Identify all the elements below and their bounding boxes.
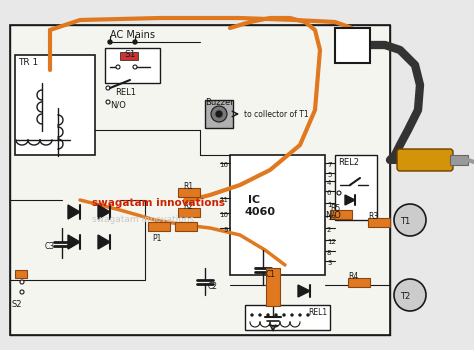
Bar <box>175 222 197 231</box>
Bar <box>178 188 200 197</box>
Text: IC: IC <box>248 195 260 205</box>
Circle shape <box>211 106 227 122</box>
Text: S2: S2 <box>12 300 22 309</box>
Text: R2: R2 <box>183 202 193 211</box>
Text: 16: 16 <box>219 162 228 168</box>
Text: 4: 4 <box>327 180 331 186</box>
Bar <box>450 155 468 165</box>
Text: 2: 2 <box>327 227 331 233</box>
Text: C2: C2 <box>208 282 218 291</box>
Text: swagatam innovations: swagatam innovations <box>92 198 225 208</box>
Text: R3: R3 <box>368 212 378 221</box>
Text: REL2: REL2 <box>338 158 359 167</box>
Circle shape <box>116 65 120 69</box>
Bar <box>245 305 330 330</box>
Circle shape <box>259 314 261 316</box>
Text: 10: 10 <box>219 212 228 218</box>
Text: 11: 11 <box>219 197 228 203</box>
Bar <box>15 55 95 155</box>
Bar <box>205 100 233 128</box>
Text: 4060: 4060 <box>245 207 276 217</box>
Circle shape <box>394 279 426 311</box>
Text: R4: R4 <box>348 272 358 281</box>
Text: C1: C1 <box>266 270 276 279</box>
Bar <box>10 25 390 335</box>
Text: REL1: REL1 <box>115 88 136 97</box>
Circle shape <box>20 290 24 294</box>
Circle shape <box>133 65 137 69</box>
Text: C3: C3 <box>45 242 55 251</box>
Circle shape <box>394 204 426 236</box>
Polygon shape <box>68 205 80 219</box>
Bar <box>335 28 370 63</box>
Bar <box>368 218 390 227</box>
Circle shape <box>267 314 269 316</box>
Text: to collector of T1: to collector of T1 <box>244 110 309 119</box>
Polygon shape <box>98 235 110 249</box>
Text: R1: R1 <box>183 182 193 191</box>
Text: S1: S1 <box>124 50 136 59</box>
Polygon shape <box>345 195 355 205</box>
Bar <box>335 155 377 220</box>
Text: AC Mains: AC Mains <box>110 30 155 40</box>
Text: 13: 13 <box>327 215 336 221</box>
FancyBboxPatch shape <box>397 149 453 171</box>
Circle shape <box>307 314 309 316</box>
Bar <box>120 52 138 60</box>
Polygon shape <box>98 205 110 219</box>
Text: 1: 1 <box>327 202 331 208</box>
Text: Buzzer: Buzzer <box>205 98 234 107</box>
Text: TR 1: TR 1 <box>18 58 38 67</box>
Bar <box>230 155 325 275</box>
Polygon shape <box>298 285 310 297</box>
Text: swagatam innovations: swagatam innovations <box>92 215 194 224</box>
Text: 7: 7 <box>327 162 331 168</box>
Text: N/O: N/O <box>110 100 126 109</box>
Text: 12: 12 <box>327 239 336 245</box>
Bar <box>105 48 160 83</box>
Circle shape <box>20 280 24 284</box>
Polygon shape <box>68 235 80 249</box>
Bar <box>348 278 370 287</box>
Text: N/O: N/O <box>325 210 341 219</box>
Circle shape <box>251 314 253 316</box>
Bar <box>15 270 27 278</box>
Text: 5: 5 <box>327 172 331 178</box>
Bar <box>148 222 170 231</box>
Circle shape <box>106 86 110 90</box>
Text: 6: 6 <box>327 190 331 196</box>
Bar <box>178 208 200 217</box>
Circle shape <box>299 314 301 316</box>
Text: P1: P1 <box>152 234 161 243</box>
Text: T2: T2 <box>400 292 410 301</box>
Text: 8: 8 <box>327 250 331 256</box>
Text: R5: R5 <box>330 204 340 213</box>
Text: T1: T1 <box>400 217 410 226</box>
Circle shape <box>108 40 112 44</box>
Circle shape <box>291 314 293 316</box>
Bar <box>330 210 352 219</box>
Circle shape <box>275 314 277 316</box>
Text: REL1: REL1 <box>308 308 327 317</box>
Text: 9: 9 <box>224 227 228 233</box>
Circle shape <box>216 111 222 117</box>
Text: 3: 3 <box>327 260 331 266</box>
Circle shape <box>133 40 137 44</box>
Bar <box>266 268 280 306</box>
Circle shape <box>337 191 341 195</box>
Circle shape <box>283 314 285 316</box>
Circle shape <box>106 100 110 104</box>
